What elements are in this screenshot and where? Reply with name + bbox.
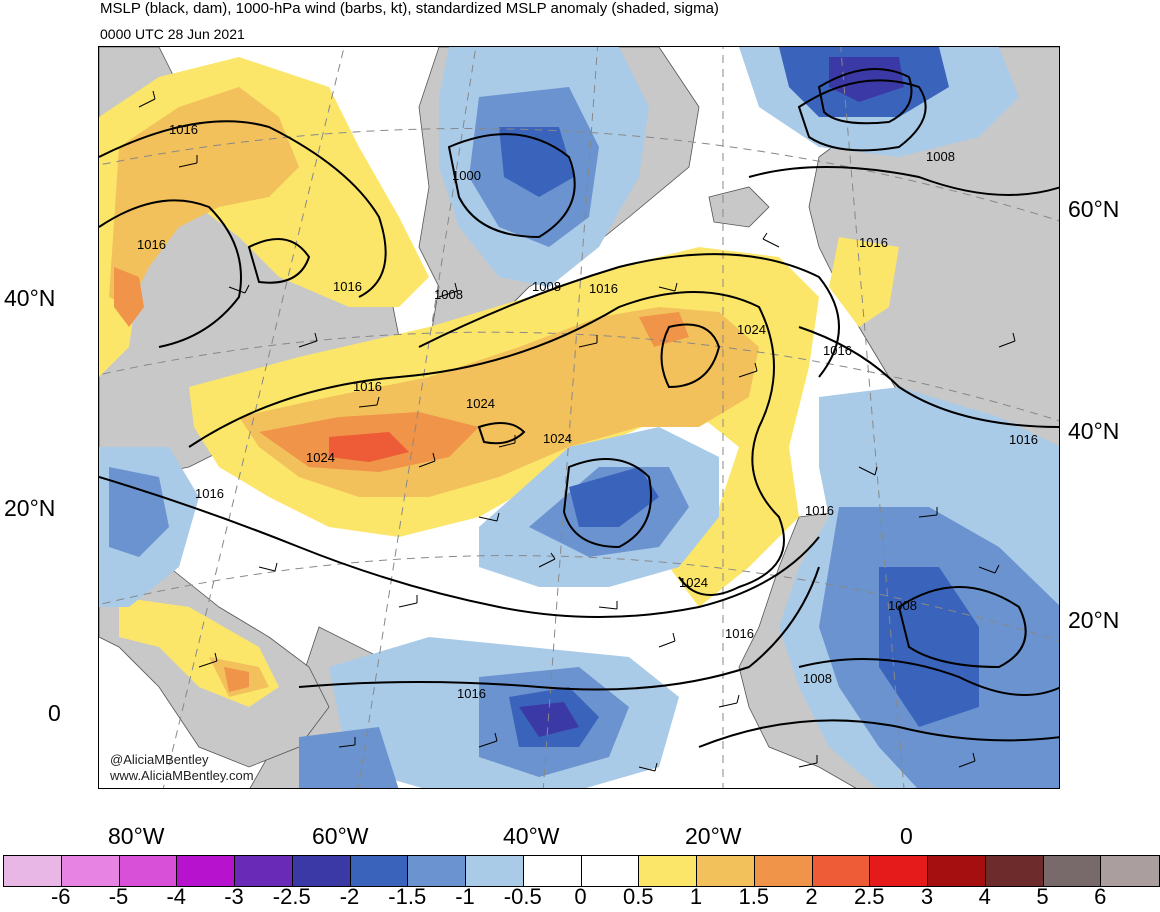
- contour-label: 1016: [195, 486, 224, 501]
- colorbar-swatch: [119, 856, 178, 886]
- contour-label: 1024: [306, 450, 335, 465]
- colorbar-tick-label: 5: [1036, 884, 1049, 909]
- colorbar-tick-label: -0.5: [503, 884, 542, 909]
- colorbar-tick-label: -6: [50, 884, 71, 909]
- colorbar-tick-label: -1: [455, 884, 475, 909]
- colorbar-swatch: [812, 856, 871, 886]
- colorbar-swatch: [928, 856, 986, 886]
- colorbar: [3, 855, 1160, 887]
- watermark-handle: @AliciaMBentley: [110, 752, 209, 767]
- contour-label: 1016: [333, 279, 362, 294]
- contour-label: 1016: [805, 503, 834, 518]
- wind-barbs: [138, 90, 1016, 772]
- graticule: [99, 47, 1059, 788]
- contour-label: 1016: [457, 686, 486, 701]
- isobars: [99, 68, 1059, 748]
- colorbar-tick-label: 1: [689, 884, 703, 909]
- colorbar-swatch: [697, 856, 755, 886]
- positive-anomaly-shading: [99, 57, 899, 707]
- colorbar-tick-label: 2: [805, 884, 818, 909]
- lat-label-left: 20°N: [4, 495, 56, 521]
- colorbar-swatch: [870, 856, 928, 886]
- colorbar-tick-label: -2.5: [272, 884, 311, 909]
- colorbar-tick-label: 4: [978, 884, 991, 909]
- contour-label: 1008: [926, 149, 955, 164]
- contour-label: 1008: [532, 279, 561, 294]
- colorbar-tick-label: 2.5: [853, 884, 885, 909]
- contour-label: 1016: [859, 235, 888, 250]
- map-canvas: 1016 1016 1016 1000 1008 1008 1016 1024 …: [99, 47, 1059, 788]
- lat-label-right: 60°N: [1068, 196, 1120, 222]
- colorbar-tick-label: 6: [1094, 884, 1107, 909]
- watermark-site: www.AliciaMBentley.com: [110, 768, 254, 783]
- map-panel: 1016 1016 1016 1000 1008 1008 1016 1024 …: [98, 46, 1060, 789]
- map-title: MSLP (black, dam), 1000-hPa wind (barbs,…: [100, 0, 719, 17]
- colorbar-tick-label: -2: [339, 884, 360, 909]
- contour-label: 1016: [823, 343, 852, 358]
- lon-label: 40°W: [503, 823, 560, 849]
- lon-label: 80°W: [108, 823, 165, 849]
- lon-label: 60°W: [312, 823, 369, 849]
- lat-label-right: 40°N: [1068, 418, 1120, 444]
- colorbar-swatch: [235, 856, 293, 886]
- contour-label: 1016: [725, 626, 754, 641]
- colorbar-tick-label: -1.5: [388, 884, 427, 909]
- contour-label-1024-extra: 1024: [679, 575, 708, 590]
- colorbar-swatch: [985, 856, 1044, 886]
- colorbar-swatch: [639, 856, 697, 886]
- colorbar-swatch: [523, 856, 582, 886]
- colorbar-swatch: [754, 856, 813, 886]
- colorbar-swatch: [4, 856, 62, 886]
- contour-label: 1016: [1009, 432, 1038, 447]
- contour-label: 1000: [452, 168, 481, 183]
- contour-label: 1016: [353, 379, 382, 394]
- contour-label: 1008: [434, 287, 463, 302]
- contour-labels: 1016 1016 1016 1000 1008 1008 1016 1024 …: [137, 122, 1038, 701]
- colorbar-tick-label: 1.5: [738, 884, 770, 909]
- lat-label-left: 40°N: [4, 285, 56, 311]
- contour-label: 1024: [543, 431, 572, 446]
- colorbar-tick-label: -5: [108, 884, 129, 909]
- contour-label: 1008: [803, 671, 832, 686]
- contour-label: 1024: [466, 396, 495, 411]
- contour-label: 1016: [169, 122, 198, 137]
- colorbar-swatch: [408, 856, 466, 886]
- colorbar-tick-label: -3: [224, 884, 244, 909]
- colorbar-swatch: [177, 856, 235, 886]
- colorbar-swatch: [61, 856, 120, 886]
- colorbar-tick-label: -4: [166, 884, 187, 909]
- colorbar-swatch: [1043, 856, 1102, 886]
- colorbar-swatch: [466, 856, 524, 886]
- lon-label: 20°W: [685, 823, 742, 849]
- colorbar-swatch: [292, 856, 351, 886]
- colorbar-swatch: [350, 856, 409, 886]
- lat-label-right: 20°N: [1068, 607, 1120, 633]
- colorbar-swatch: [581, 856, 640, 886]
- contour-label: 1008: [888, 598, 917, 613]
- contour-label: 1024: [737, 322, 766, 337]
- colorbar-tick-label: 0.5: [622, 884, 654, 909]
- contour-label: 1016: [589, 281, 618, 296]
- colorbar-tick-label: 3: [920, 884, 934, 909]
- map-timestamp: 0000 UTC 28 Jun 2021: [100, 26, 245, 42]
- lat-label-left: 0: [48, 700, 61, 726]
- contour-label: 1016: [137, 237, 166, 252]
- colorbar-tick-label: 0: [574, 884, 587, 909]
- colorbar-swatch: [1101, 856, 1159, 886]
- watermark: @AliciaMBentley www.AliciaMBentley.com: [110, 752, 254, 784]
- lon-label: 0: [900, 823, 913, 849]
